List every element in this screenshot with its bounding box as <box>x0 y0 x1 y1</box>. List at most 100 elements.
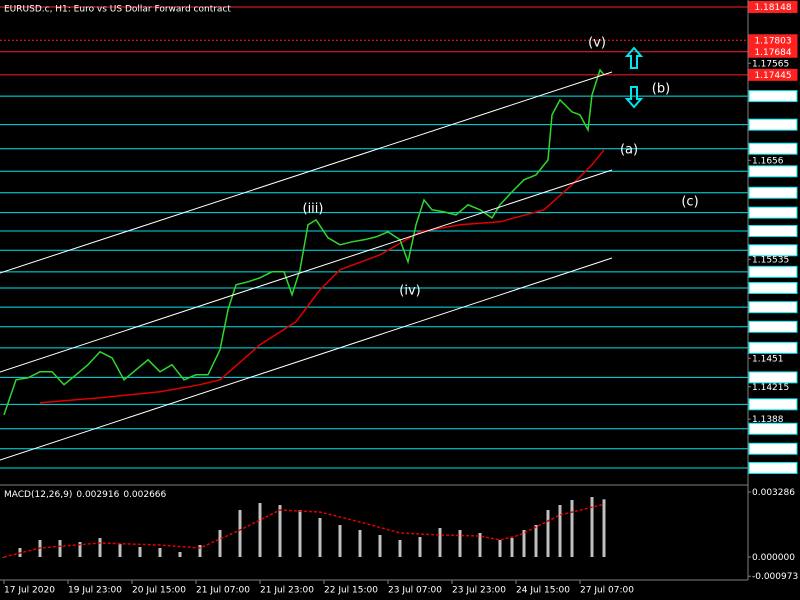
macd-bar <box>602 499 606 557</box>
x-tick-label: 24 Jul 15:00 <box>516 586 570 596</box>
y-tick-label: 1.1451 <box>752 354 784 364</box>
macd-bar <box>198 544 202 557</box>
y-tick-label: 1.1656 <box>752 156 784 166</box>
channel-lower <box>0 257 613 461</box>
macd-bar <box>546 509 550 557</box>
y-tick-label: 1.17684 <box>754 48 791 58</box>
series-line <box>3 503 605 558</box>
level-label-box <box>748 90 798 103</box>
wave-label: (c) <box>681 195 698 210</box>
level-label-box <box>748 422 798 435</box>
macd-bar <box>398 540 402 557</box>
macd-bar <box>338 524 342 557</box>
level-label-box <box>748 442 798 455</box>
level-label-box <box>748 165 798 178</box>
x-tick-label: 17 Jul 2020 <box>4 586 55 596</box>
y-tick-label: 1.15535 <box>752 255 789 265</box>
level-label-box <box>748 341 798 354</box>
channel-upper <box>0 71 613 274</box>
level-label-box <box>748 68 798 81</box>
series-line <box>3 68 605 416</box>
macd-bar <box>98 537 102 557</box>
wave-label: (v) <box>588 36 606 51</box>
y-tick-label: 1.15039 <box>754 303 791 313</box>
macd-bar <box>218 529 222 557</box>
indicator-name: MACD(12,26,9) <box>4 490 72 500</box>
y-tick-label: 1.15828 <box>754 227 791 237</box>
level-label-box <box>748 45 798 58</box>
macd-bar <box>78 542 82 557</box>
macd-bar <box>138 546 142 557</box>
y-tick-label: 1.16446 <box>754 167 791 177</box>
y-tick-label: 1.14033 <box>754 400 791 410</box>
y-tick-label: 1.17225 <box>754 92 791 102</box>
x-tick-label: 21 Jul 07:00 <box>196 586 250 596</box>
macd-bar <box>278 504 282 557</box>
level-label-box <box>748 224 798 237</box>
wave-label: (a) <box>620 143 638 158</box>
wave-label: (iii) <box>303 202 324 217</box>
y-tick-label: 1.14312 <box>754 373 791 383</box>
y-tick-label: 1.16018 <box>754 209 791 219</box>
level-label-box <box>748 265 798 278</box>
macd-value: 0.002916 <box>76 490 119 500</box>
macd-bar <box>438 527 442 557</box>
y-tick-label: 1.17445 <box>754 71 791 81</box>
level-label-box <box>748 0 798 13</box>
up-arrow <box>624 46 644 69</box>
y-tick-label: 1.13573 <box>754 445 791 455</box>
level-label-box <box>748 371 798 384</box>
y-tick-label: 1.16929 <box>754 121 791 131</box>
level-label-box <box>748 118 798 131</box>
wave-label: (b) <box>652 82 670 97</box>
macd-bar <box>178 551 182 557</box>
macd-bar <box>2 556 6 558</box>
y-tick-label: 0.003286 <box>752 488 795 498</box>
level-label-box <box>748 301 798 314</box>
macd-bar <box>478 533 482 557</box>
macd-bar <box>522 529 526 557</box>
y-tick-label: 1.15405 <box>754 268 791 278</box>
x-tick-label: 22 Jul 15:00 <box>324 586 378 596</box>
y-tick-label: 1.16224 <box>754 189 791 199</box>
y-tick-label: 1.1388 <box>752 415 784 425</box>
x-tick-label: 21 Jul 23:00 <box>260 586 314 596</box>
macd-bar <box>534 524 538 557</box>
macd-bar <box>510 537 514 557</box>
macd-bar <box>558 504 562 557</box>
y-tick-label: -0.000973 <box>752 572 798 582</box>
x-tick-label: 20 Jul 15:00 <box>132 586 186 596</box>
x-tick-label: 19 Jul 23:00 <box>68 586 122 596</box>
macd-bar <box>498 540 502 557</box>
y-tick-label: 0.000000 <box>752 553 795 563</box>
level-label-box <box>748 206 798 219</box>
level-label-box <box>748 244 798 257</box>
signal-value: 0.002666 <box>123 490 166 500</box>
y-tick-label: 1.17565 <box>752 59 789 69</box>
level-label-box <box>748 186 798 199</box>
macd-bar <box>238 509 242 557</box>
y-tick-label: 1.15238 <box>754 284 791 294</box>
macd-bar <box>418 536 422 557</box>
macd-panel: 0.003286 0.000000 -0.000973 17 Jul 2020 19 J… <box>2 488 798 596</box>
y-tick-label: 1.15628 <box>754 246 791 256</box>
macd-bar <box>158 547 162 557</box>
x-tick-label: 23 Jul 07:00 <box>388 586 442 596</box>
macd-bar <box>118 543 122 557</box>
macd-bar <box>570 499 574 557</box>
indicator-title: MACD(12,26,9) 0.002916 0.002666 <box>4 490 167 500</box>
macd-bar <box>458 529 462 557</box>
y-tick-label: 1.1378 <box>757 425 789 435</box>
level-label-box <box>748 320 798 333</box>
y-tick-label: 1.14215 <box>752 383 789 393</box>
macd-bar <box>258 502 262 557</box>
macd-bar <box>358 529 362 557</box>
y-tick-label: 1.17803 <box>754 36 791 46</box>
macd-bar <box>378 534 382 557</box>
x-tick-label: 23 Jul 23:00 <box>452 586 506 596</box>
channel-middle <box>0 169 613 373</box>
y-tick-label: 1.14836 <box>754 323 791 333</box>
